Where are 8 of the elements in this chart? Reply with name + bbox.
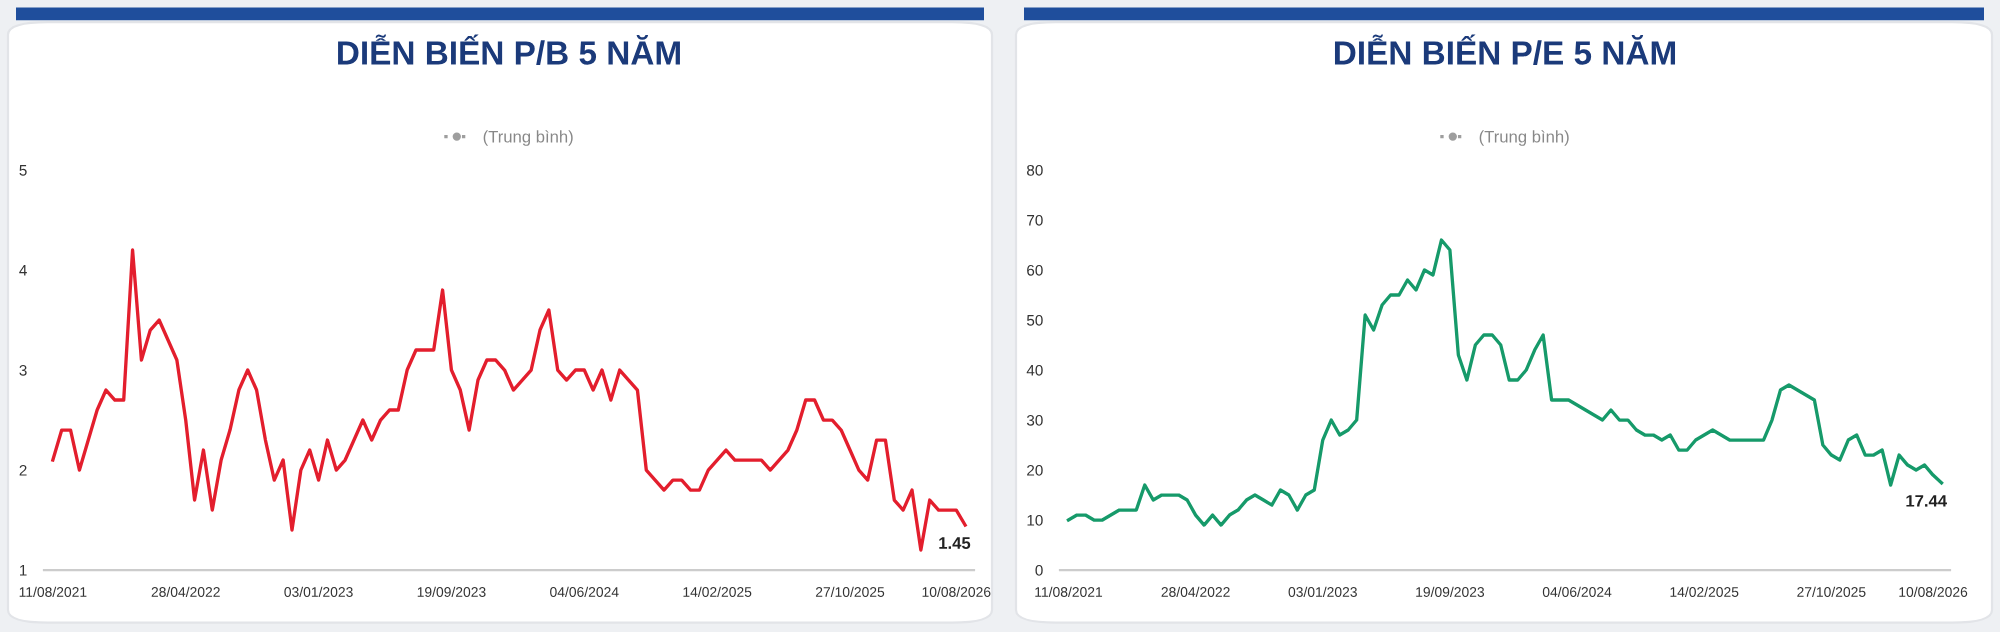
annotation: 1.45	[939, 537, 971, 549]
chart-title: DIỄN BIẾN P/B 5 NĂM	[338, 34, 680, 66]
line-series	[51, 248, 967, 552]
legend-label: (Trung bình)	[483, 130, 573, 146]
line-series	[1066, 238, 1944, 527]
legend-label: (Trung bình)	[1479, 130, 1569, 146]
annotation: 17.44	[1906, 495, 1947, 507]
chart-title: DIỄN BIẾN P/E 5 NĂM	[1334, 34, 1676, 66]
